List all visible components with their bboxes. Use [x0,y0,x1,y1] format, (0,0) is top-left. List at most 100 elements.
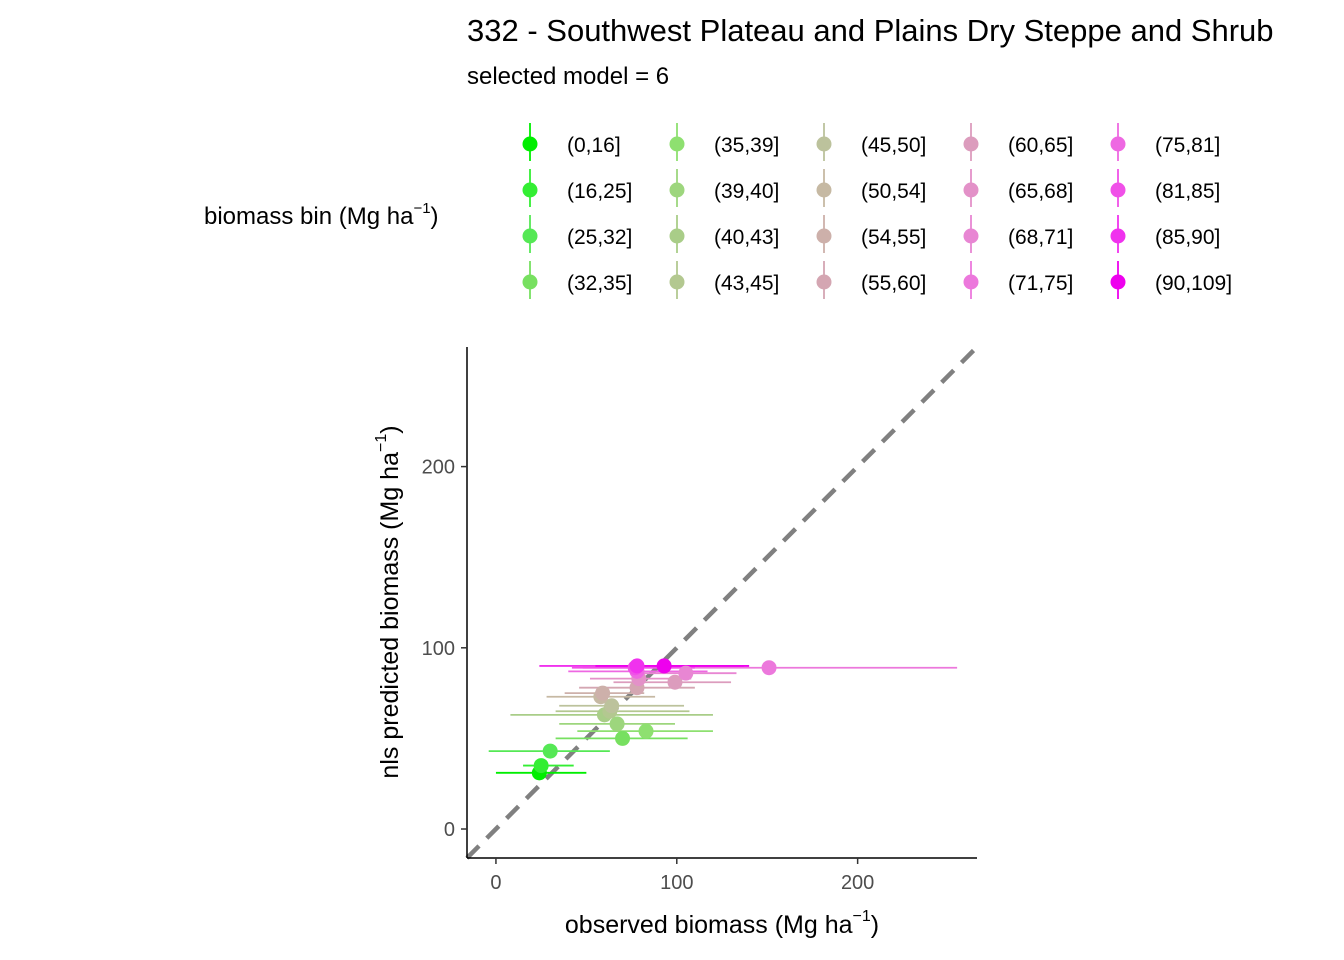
legend-entry: (50,54] [816,169,926,207]
legend-label: (0,16] [567,134,621,157]
legend-entry: (54,55] [816,215,926,253]
legend-title: biomass bin (Mg ha−1) [204,200,439,230]
legend-label: (54,55] [861,226,926,249]
x-tick-label: 0 [490,872,501,894]
legend-label: (81,85] [1155,180,1220,203]
legend-key-point [669,182,685,198]
legend-entry: (68,71] [963,215,1073,253]
legend-key-point [669,274,685,290]
x-axis-title-close: ) [871,911,879,939]
legend-label: (45,50] [861,134,926,157]
legend-entry: (65,68] [963,169,1073,207]
legend-label: (90,109] [1155,272,1232,295]
x-axis-title-exponent: −1 [853,908,871,925]
x-tick-label: 100 [660,872,693,894]
legend-label: (32,35] [567,272,632,295]
data-point-3 [542,743,558,759]
y-axis-title-text: nls predicted biomass (Mg ha [376,452,404,779]
legend-entry: (71,75] [963,261,1073,299]
x-axis-title-text: observed biomass (Mg ha [565,911,853,939]
data-point-20 [656,658,672,674]
data-point-4 [615,730,631,746]
legend-entry: (85,90] [1110,215,1220,253]
axis-ticks: 0 100 200 0 100 200 [422,457,875,894]
legend-key-point [963,274,979,290]
data-point-5 [638,723,654,739]
legend-key-point [963,182,979,198]
data-point-11 [595,685,611,701]
legend-key-point [522,182,538,198]
legend-label: (75,81] [1155,134,1220,157]
data-point-15 [678,665,694,681]
identity-line-layer [465,345,979,860]
legend-label: (50,54] [861,180,926,203]
legend-label: (71,75] [1008,272,1073,295]
y-tick-label: 0 [444,819,455,841]
legend-entry: (40,43] [669,215,779,253]
legend-key-point [522,136,538,152]
point-layer [531,658,777,781]
legend-entry: (0,16] [522,123,621,161]
legend-key-point [1110,136,1126,152]
legend-key-point [816,182,832,198]
legend-key-point [816,136,832,152]
identity-line [465,345,979,860]
legend-entry: (81,85] [1110,169,1220,207]
y-tick-label: 100 [422,638,455,660]
errorbar-layer [488,665,958,774]
data-point-6 [609,716,625,732]
legend-label: (40,43] [714,226,779,249]
legend: (0,16] (16,25] (25,32] (32,35] (35,39] (39,40… [522,123,1232,299]
legend-entry: (25,32] [522,215,632,253]
chart-subtitle: selected model = 6 [467,63,669,90]
legend-entry: (60,65] [963,123,1073,161]
x-axis-title: observed biomass (Mg ha−1) [565,908,879,939]
legend-key-point [1110,274,1126,290]
legend-entry: (43,45] [669,261,779,299]
legend-label: (16,25] [567,180,632,203]
legend-key-point [522,228,538,244]
legend-entry: (39,40] [669,169,779,207]
legend-label: (35,39] [714,134,779,157]
legend-label: (55,60] [861,272,926,295]
data-point-16 [761,660,777,676]
legend-entry: (45,50] [816,123,926,161]
data-point-13 [667,674,683,690]
chart-title: 332 - Southwest Plateau and Plains Dry S… [467,13,1274,48]
y-axis-title-exponent: −1 [373,434,390,452]
legend-label: (65,68] [1008,180,1073,203]
legend-label: (25,32] [567,226,632,249]
legend-title-close: ) [431,203,439,230]
legend-entry: (16,25] [522,169,632,207]
data-point-2 [533,758,549,774]
legend-title-text: biomass bin (Mg ha [204,203,414,230]
y-axis-title: nls predicted biomass (Mg ha−1) [373,425,404,778]
legend-key-point [669,136,685,152]
legend-title-exponent: −1 [413,200,430,217]
y-tick-label: 200 [422,457,455,479]
legend-key-point [1110,182,1126,198]
plot-area [465,345,979,860]
legend-label: (43,45] [714,272,779,295]
legend-entry: (75,81] [1110,123,1220,161]
legend-key-point [669,228,685,244]
legend-key-point [963,228,979,244]
legend-label: (60,65] [1008,134,1073,157]
legend-key-point [522,274,538,290]
legend-entry: (35,39] [669,123,779,161]
legend-entry: (32,35] [522,261,632,299]
x-tick-label: 200 [841,872,874,894]
data-point-9 [604,698,620,714]
legend-key-point [816,274,832,290]
legend-key-point [1110,228,1126,244]
legend-key-point [816,228,832,244]
y-axis-title-close: ) [376,425,404,433]
legend-entry: (55,60] [816,261,926,299]
legend-label: (39,40] [714,180,779,203]
legend-label: (68,71] [1008,226,1073,249]
legend-key-point [963,136,979,152]
data-point-19 [629,658,645,674]
legend-entry: (90,109] [1110,261,1232,299]
legend-label: (85,90] [1155,226,1220,249]
